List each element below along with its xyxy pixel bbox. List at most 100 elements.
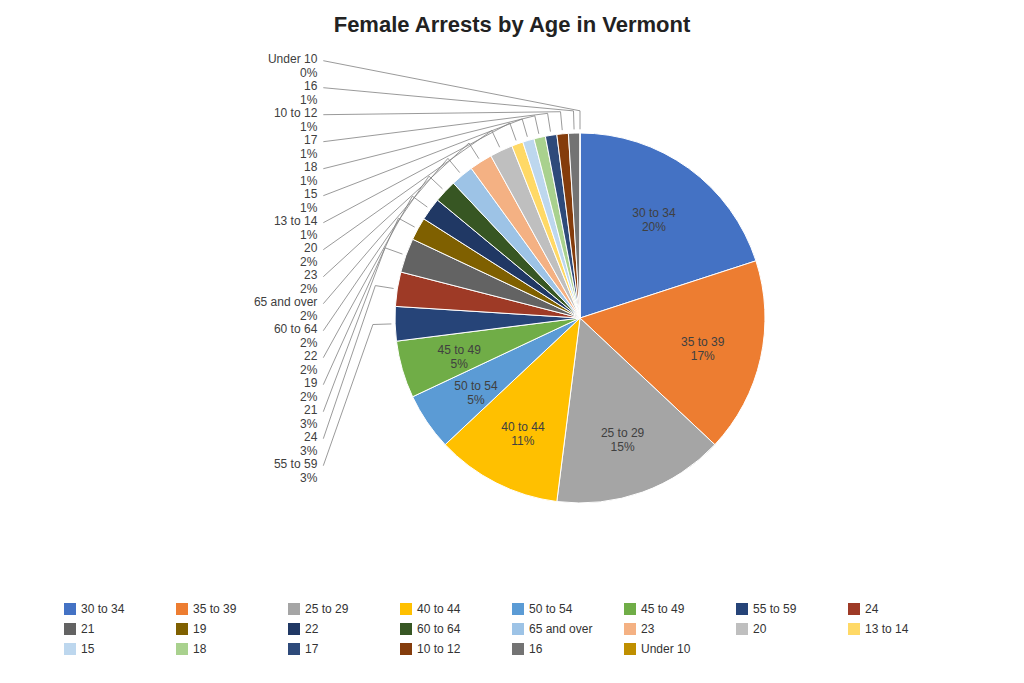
legend-label: 60 to 64 xyxy=(417,622,461,636)
legend-label: 30 to 34 xyxy=(81,602,125,616)
legend-label: 21 xyxy=(81,622,95,636)
legend-item: 24 xyxy=(848,602,879,616)
data-label: 243% xyxy=(300,430,318,458)
legend-item: 65 and over xyxy=(512,622,592,636)
data-label-value: 1% xyxy=(300,120,318,134)
legend-item: 40 to 44 xyxy=(400,602,461,616)
legend-swatch xyxy=(624,603,636,615)
data-label-value: 17% xyxy=(691,349,715,363)
data-label-category: 25 to 29 xyxy=(601,426,645,440)
legend-label: Under 10 xyxy=(641,642,691,656)
data-label-value: 2% xyxy=(300,363,318,377)
legend-item: 22 xyxy=(288,622,319,636)
legend-swatch xyxy=(512,603,524,615)
slice xyxy=(568,133,580,318)
data-label-category: 30 to 34 xyxy=(632,206,676,220)
data-label-value: 1% xyxy=(300,174,318,188)
data-label-category: 55 to 59 xyxy=(274,457,318,471)
legend-swatch xyxy=(176,603,188,615)
legend-label: 10 to 12 xyxy=(417,642,461,656)
data-label-category: Under 10 xyxy=(268,52,318,66)
legend-label: 23 xyxy=(641,622,655,636)
data-label-category: 40 to 44 xyxy=(501,420,545,434)
data-label-value: 15% xyxy=(611,440,635,454)
legend-item: 60 to 64 xyxy=(400,622,461,636)
data-label-category: 60 to 64 xyxy=(274,322,318,336)
data-label: 181% xyxy=(300,160,318,188)
data-label-category: 24 xyxy=(304,430,318,444)
legend-item: 18 xyxy=(176,642,207,656)
legend-label: 50 to 54 xyxy=(529,602,573,616)
legend-swatch xyxy=(736,603,748,615)
legend-label: 19 xyxy=(193,622,207,636)
legend-item: 45 to 49 xyxy=(624,602,685,616)
legend-swatch xyxy=(64,643,76,655)
data-label: 192% xyxy=(300,376,318,404)
data-label-category: 35 to 39 xyxy=(681,335,725,349)
data-labels: 30 to 3420% 35 to 3917% 25 to 2915% 40 to 4… xyxy=(254,52,725,485)
leader-line xyxy=(323,143,479,277)
legend-label: 16 xyxy=(529,642,543,656)
legend-swatch xyxy=(64,623,76,635)
leader-line xyxy=(323,286,393,439)
data-label: 45 to 495% xyxy=(438,343,482,371)
legend-item: 30 to 34 xyxy=(64,602,125,616)
legend-swatch xyxy=(736,623,748,635)
leader-line xyxy=(323,131,499,250)
legend-swatch xyxy=(288,643,300,655)
legend-label: 20 xyxy=(753,622,767,636)
data-label-value: 1% xyxy=(300,201,318,215)
legend-item: 25 to 29 xyxy=(288,602,349,616)
data-label-value: 0% xyxy=(300,66,318,80)
data-label-value: 5% xyxy=(467,393,485,407)
legend-item: 50 to 54 xyxy=(512,602,573,616)
legend-item: 16 xyxy=(512,642,543,656)
data-label: 171% xyxy=(300,133,318,161)
legend-swatch xyxy=(288,623,300,635)
legend-item: 19 xyxy=(176,622,207,636)
legend-label: 13 to 14 xyxy=(865,622,909,636)
data-label: 30 to 3420% xyxy=(632,206,676,234)
leader-line xyxy=(323,218,414,385)
legend-label: 25 to 29 xyxy=(305,602,349,616)
data-label-category: 10 to 12 xyxy=(274,106,318,120)
pie xyxy=(395,133,765,503)
legend-item: 23 xyxy=(624,622,655,636)
data-label: Under 100% xyxy=(268,52,318,80)
legend-label: 15 xyxy=(81,642,95,656)
data-label-value: 5% xyxy=(451,357,469,371)
leader-line xyxy=(323,61,580,130)
legend-item: 17 xyxy=(288,642,319,656)
data-label-value: 1% xyxy=(300,93,318,107)
legend-label: 17 xyxy=(305,642,319,656)
legend-swatch xyxy=(176,623,188,635)
legend-swatch xyxy=(848,603,860,615)
slice xyxy=(580,133,581,318)
leader-line xyxy=(323,248,402,412)
data-label-category: 17 xyxy=(304,133,318,147)
legend-item: 10 to 12 xyxy=(400,642,461,656)
legend-swatch xyxy=(512,643,524,655)
data-label: 50 to 545% xyxy=(454,379,498,407)
data-label-category: 21 xyxy=(304,403,318,417)
legend-item: 21 xyxy=(64,622,95,636)
legend-swatch xyxy=(512,623,524,635)
data-label-value: 11% xyxy=(511,434,534,448)
data-label-category: 22 xyxy=(304,349,318,363)
data-label-category: 16 xyxy=(304,79,318,93)
chart: Female Arrests by Age in Vermont30 to 34… xyxy=(0,0,1024,683)
legend-item: 15 xyxy=(64,642,95,656)
data-label-value: 2% xyxy=(300,309,318,323)
data-label: 213% xyxy=(300,403,318,431)
data-label-category: 20 xyxy=(304,241,318,255)
data-label: 202% xyxy=(300,241,318,269)
data-label-value: 2% xyxy=(300,255,318,269)
legend-item: 20 xyxy=(736,622,767,636)
leader-line xyxy=(323,324,391,466)
data-label: 60 to 642% xyxy=(274,322,318,350)
data-label: 222% xyxy=(300,349,318,377)
legend: 30 to 3435 to 3925 to 2940 to 4450 to 54… xyxy=(64,602,909,656)
data-label-category: 15 xyxy=(304,187,318,201)
legend-label: 65 and over xyxy=(529,622,592,636)
data-label-value: 2% xyxy=(300,336,318,350)
